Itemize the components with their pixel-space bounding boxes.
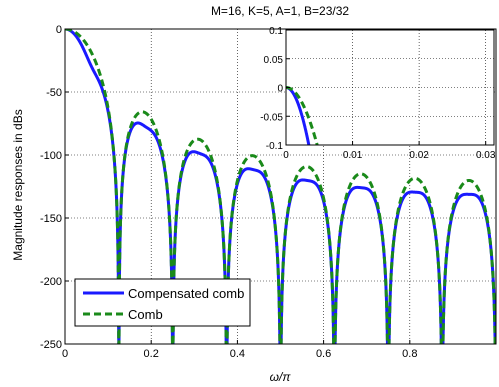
- main-plot-frame: [64, 28, 497, 345]
- inset-ticks: 0 0.01 0.02 0.03 0.1 0.05 0 -0.05 -0.1: [260, 26, 496, 161]
- main-xtick-label: 0.2: [144, 348, 159, 360]
- main-series-compensated: [65, 29, 496, 344]
- inset-xtick-label: 0.01: [343, 150, 363, 161]
- inset-ytick-label: -0.05: [260, 112, 283, 123]
- main-ytick-label: -250: [40, 339, 62, 351]
- main-ytick-label: -50: [46, 87, 62, 99]
- inset-plot-area: [286, 30, 494, 145]
- chart-title: M=16, K=5, A=1, B=23/32: [211, 4, 349, 18]
- inset-ytick-label: 0.05: [264, 55, 284, 66]
- main-series-group: [65, 29, 496, 344]
- main-ytick-label: -100: [40, 150, 62, 162]
- main-ytick-label: -150: [40, 213, 62, 225]
- legend-label-comb: Comb: [128, 307, 163, 322]
- inset-plot: 0 0.01 0.02 0.03 0.1 0.05 0 -0.05 -0.1: [260, 26, 496, 161]
- main-ytick-label: 0: [56, 24, 62, 36]
- main-xtick-label: 0.8: [402, 348, 417, 360]
- main-ticks: 0 0.2 0.4 0.6 0.8 0 -50 -100 -150 -200 -250: [40, 24, 417, 360]
- main-ytick-label: -200: [40, 276, 62, 288]
- legend-box: [74, 278, 251, 327]
- inset-ytick-label: -0.1: [266, 141, 284, 152]
- main-series-comb: [65, 29, 496, 344]
- x-axis-label: ω/π: [270, 370, 292, 384]
- inset-ytick-label: 0.1: [269, 26, 283, 37]
- main-xtick-label: 0.4: [230, 348, 245, 360]
- inset-grid: [286, 30, 494, 145]
- inset-xtick-label: 0: [283, 150, 289, 161]
- main-xtick-label: 0.6: [316, 348, 331, 360]
- inset-ytick-label: 0: [277, 84, 283, 95]
- y-axis-label: Magnitude responses in dBs: [11, 109, 25, 260]
- main-xtick-label: 0: [62, 348, 68, 360]
- inset-xtick-label: 0.03: [476, 150, 496, 161]
- legend: Compensated comb Comb: [74, 278, 251, 327]
- legend-label-compensated: Compensated comb: [128, 286, 244, 301]
- inset-xtick-label: 0.02: [409, 150, 429, 161]
